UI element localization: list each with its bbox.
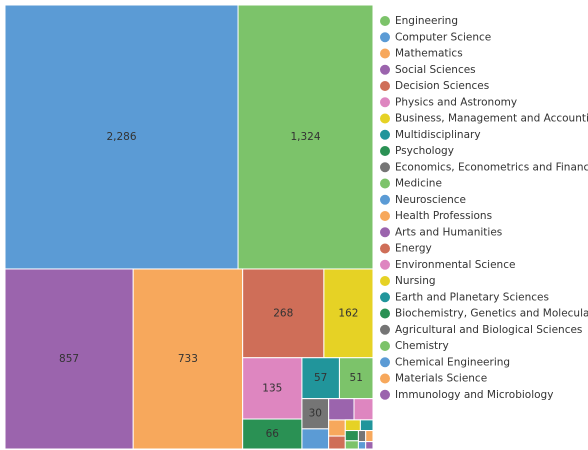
legend-swatch [380,32,390,43]
treemap-cell [357,430,367,443]
legend-label: Multidisciplinary [395,129,481,141]
legend-swatch [380,389,390,400]
legend-swatch [380,292,390,303]
treemap-cell [365,441,374,450]
legend-swatch [380,16,390,26]
treemap-cell [353,398,374,421]
cell-label: 57 [314,372,327,384]
cell-label: 733 [178,353,198,365]
treemap-cell [301,398,330,430]
treemap-cell [344,440,359,450]
legend-label: Neuroscience [395,194,466,206]
treemap-cell [4,268,134,450]
treemap-cell [328,435,346,450]
legend-swatch [380,341,390,351]
legend-label: Computer Science [395,31,491,43]
cell-label: 857 [59,353,79,365]
legend-swatch [380,178,390,189]
legend-label: Engineering [395,15,458,27]
treemap-cell [338,357,374,400]
cell-label: 268 [273,307,293,319]
treemap-cell [328,419,346,437]
legend-swatch [380,194,390,205]
treemap-cell [242,268,325,359]
legend-swatch [380,324,390,335]
treemap-cell [242,418,303,450]
cell-label: 30 [309,408,322,420]
cell-label: 51 [350,372,363,384]
legend-label: Economics, Econometrics and Finance [395,161,588,173]
legend-swatch [380,243,390,254]
legend-swatch [380,276,390,286]
legend-label: Psychology [395,145,454,157]
legend-label: Chemistry [395,340,449,352]
treemap-cell [365,430,374,443]
legend-swatch [380,259,390,270]
cell-label: 66 [266,428,280,440]
treemap-cell [359,419,374,432]
treemap-cell [301,357,340,400]
treemap-cell [237,4,374,270]
treemap-cell [344,419,361,432]
legend-swatch [380,357,390,368]
legend-label: Energy [395,243,432,255]
legend-swatch [380,97,390,108]
legend-swatch [380,81,390,91]
legend-swatch [380,373,390,384]
cell-label: 135 [262,382,282,394]
cell-label: 1,324 [290,131,320,143]
legend-label: Physics and Astronomy [395,96,517,108]
legend-swatch [380,162,390,173]
treemap-cell [344,430,359,442]
legend-label: Health Professions [395,210,492,222]
legend-swatch [380,48,390,59]
treemap-cell [357,441,367,450]
legend-label: Biochemistry, Genetics and Molecular Bio… [395,308,588,320]
cell-label: 162 [338,307,358,319]
legend-label: Business, Management and Accounting [395,113,588,125]
legend-label: Mathematics [395,48,463,60]
treemap-cell [132,268,244,450]
legend-label: Immunology and Microbiology [395,389,553,401]
legend-swatch [380,211,390,221]
treemap-cell [301,428,330,450]
legend-label: Medicine [395,178,442,190]
legend-swatch [380,113,390,124]
legend-label: Earth and Planetary Sciences [395,291,549,303]
legend-label: Arts and Humanities [395,226,502,238]
legend-swatch [380,64,390,75]
legend-swatch [380,308,390,319]
legend-label: Nursing [395,275,436,287]
legend-label: Decision Sciences [395,80,489,92]
legend-swatch [380,146,390,156]
legend-label: Materials Science [395,373,487,385]
legend-swatch [380,129,390,140]
legend-label: Chemical Engineering [395,356,510,368]
treemap-cell [4,4,239,270]
legend-label: Agricultural and Biological Sciences [395,324,582,336]
treemap-cell [242,357,303,420]
legend-label: Social Sciences [395,64,476,76]
treemap-cell [328,398,355,421]
legend-swatch [380,227,390,238]
legend-label: Environmental Science [395,259,515,271]
cell-label: 2,286 [106,131,136,143]
